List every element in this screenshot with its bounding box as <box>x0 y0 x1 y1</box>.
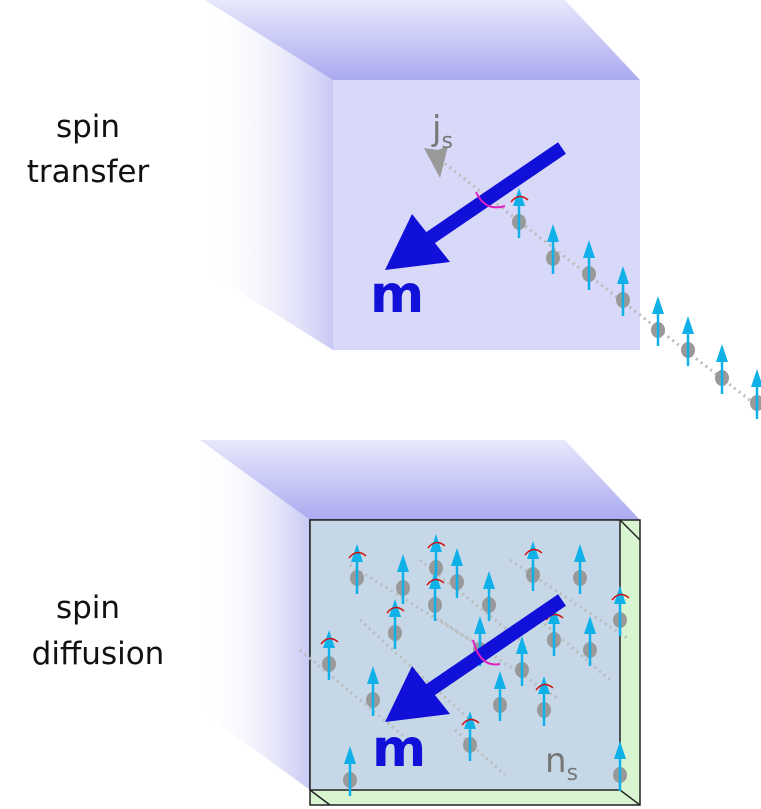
magnet-block <box>205 0 640 350</box>
spin-arrow-head <box>474 616 486 634</box>
precession-arrow <box>320 637 339 645</box>
spin-arrow-head <box>617 266 629 284</box>
flow-label: ns <box>545 741 578 786</box>
panel-label: transfer <box>27 154 150 190</box>
spin-arrow-head <box>574 544 586 562</box>
precession-arrow <box>545 613 564 621</box>
spin-arrow-head <box>483 571 495 589</box>
spin-arrow-head <box>584 616 596 634</box>
precession-arrow <box>426 578 445 586</box>
magnet-label: m <box>370 265 424 325</box>
flow-subscript: s <box>567 761 578 786</box>
panel-label: spin <box>56 590 120 626</box>
magnet-label: m <box>372 719 426 779</box>
spin-arrow-head <box>516 636 528 654</box>
spin-arrow-head <box>751 369 761 387</box>
spin-arrow-head <box>547 224 559 242</box>
spin-arrow-head <box>682 316 694 334</box>
flow-symbol: n <box>545 741 567 781</box>
spin-arrow-head <box>494 671 506 689</box>
torque-arrow <box>472 191 506 666</box>
spin-arrow-head <box>583 240 595 258</box>
precession-arrow <box>461 718 480 726</box>
panel-label: diffusion <box>32 636 165 672</box>
precession-arrow <box>535 683 554 691</box>
spin-arrow-head <box>397 554 409 572</box>
precession-arrow <box>524 548 543 556</box>
flow-symbol: j <box>431 109 441 149</box>
flow-subscript: s <box>441 129 452 154</box>
precession-arrow <box>386 606 405 614</box>
electron <box>750 395 761 411</box>
precession-arrow <box>427 541 446 549</box>
flow-label: js <box>431 109 453 154</box>
magnetization-arrow <box>385 142 566 722</box>
current-arrowhead <box>424 146 448 178</box>
spin-arrow-head <box>451 548 463 566</box>
spin-arrow-head <box>652 296 664 314</box>
electron-path <box>299 648 421 752</box>
precession-arrow <box>348 551 367 559</box>
panel-label: spin <box>56 109 120 145</box>
spin-arrow-head <box>367 666 379 684</box>
electron-path <box>358 618 472 722</box>
precession-arrow <box>611 593 630 601</box>
spin-arrow-head <box>716 344 728 362</box>
spin-arrow-head <box>344 746 356 764</box>
precession-arrow <box>510 195 529 203</box>
spin-arrow-head <box>614 741 626 759</box>
